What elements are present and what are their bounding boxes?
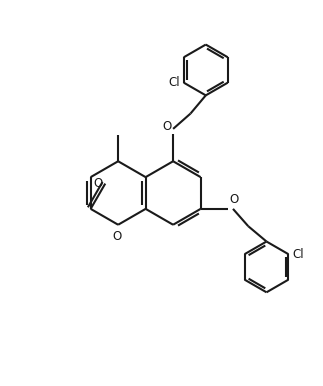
Text: O: O — [229, 193, 238, 207]
Text: O: O — [162, 120, 172, 133]
Text: O: O — [93, 177, 103, 190]
Text: O: O — [112, 230, 121, 244]
Text: Cl: Cl — [168, 76, 180, 89]
Text: Cl: Cl — [292, 248, 304, 261]
